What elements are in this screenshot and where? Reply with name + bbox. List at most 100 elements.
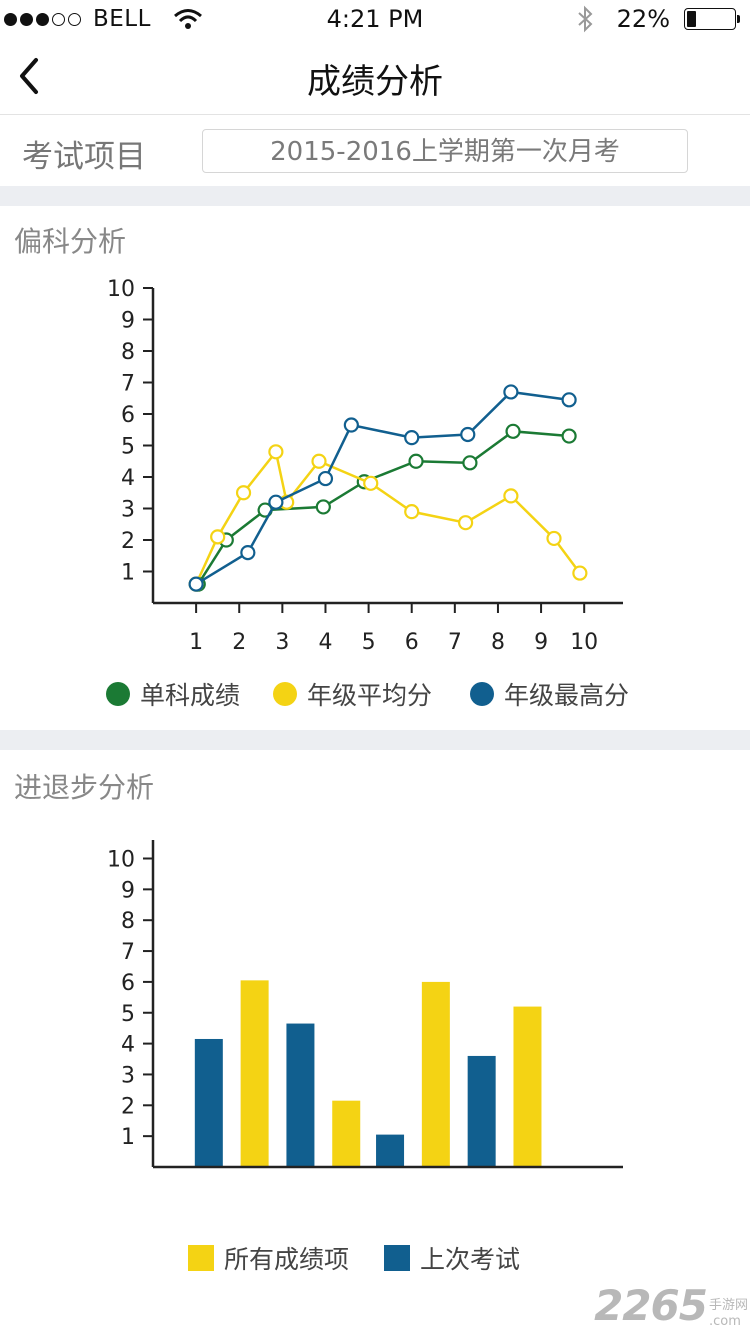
y-tick-label: 4 (121, 1033, 135, 1058)
y-tick-label: 6 (121, 403, 135, 428)
data-point (546, 530, 562, 547)
data-point (268, 494, 284, 510)
section-divider (0, 730, 750, 750)
series-line (194, 448, 581, 585)
section-title-subject-analysis: 偏科分析 (14, 225, 127, 258)
wifi-icon (173, 9, 202, 29)
legend-item-last-exam: 上次考试 (384, 1240, 520, 1276)
x-tick-label: 7 (448, 630, 462, 655)
bar (513, 1006, 542, 1167)
status-bar: BELL 4:21 PM 22% (0, 0, 750, 40)
legend-item-grade-highest: 年级最高分 (470, 676, 629, 712)
bar (421, 981, 450, 1167)
bar-chart: 1 2 3 4 5 6 7 8 9 10 (107, 840, 623, 1169)
data-point (561, 392, 577, 408)
x-tick-label: 9 (534, 630, 548, 655)
data-point (458, 515, 474, 531)
data-point (268, 444, 284, 460)
y-tick-label: 3 (121, 1063, 135, 1088)
data-point (572, 565, 588, 581)
x-tick-label: 1 (189, 630, 203, 655)
series-line (197, 430, 570, 585)
y-tick-label: 1 (121, 1125, 135, 1150)
data-point (317, 470, 334, 487)
y-tick-label: 8 (121, 340, 135, 365)
y-tick-label: 10 (107, 848, 135, 873)
page-title: 成绩分析 (307, 62, 443, 102)
data-point (315, 499, 331, 515)
legend-swatch (384, 1245, 410, 1271)
y-tick-label: 2 (121, 529, 135, 554)
signal-strength-icon (4, 12, 81, 26)
exam-selector-row: 考试项目 2015-2016上学期第一次月考 (0, 115, 750, 187)
x-tick-label: 2 (232, 630, 246, 655)
exam-select[interactable]: 2015-2016上学期第一次月考 (202, 129, 688, 173)
x-tick-label: 10 (570, 630, 598, 655)
legend-label: 单科成绩 (140, 681, 241, 710)
navigation-bar: 成绩分析 (0, 40, 750, 115)
y-tick-label: 9 (121, 309, 135, 334)
x-tick-label: 6 (405, 630, 419, 655)
y-tick-label: 8 (121, 909, 135, 934)
legend-swatch (273, 682, 297, 706)
x-tick-label: 4 (318, 630, 332, 655)
x-tick-label: 3 (275, 630, 289, 655)
data-point (311, 453, 327, 469)
data-point (363, 475, 379, 491)
data-point (240, 545, 256, 561)
status-time: 4:21 PM (326, 5, 424, 33)
legend-label: 年级最高分 (504, 681, 630, 710)
watermark-logo: 2265 手游网 .com (594, 1281, 748, 1330)
y-tick-label: 5 (121, 435, 135, 460)
data-point (404, 504, 420, 520)
data-point (343, 417, 359, 433)
data-point (505, 423, 521, 439)
bar-chart-legend: 所有成绩项 上次考试 (0, 1240, 750, 1280)
exam-label: 考试项目 (22, 139, 146, 175)
line-chart: 1 2 3 4 5 6 7 8 9 10 1 2 3 4 5 6 7 8 9 10 (107, 277, 623, 655)
y-tick-label: 5 (121, 1002, 135, 1027)
line-chart-legend: 单科成绩 年级平均分 年级最高分 (0, 676, 750, 716)
chevron-left-icon[interactable] (14, 54, 54, 98)
y-tick-label: 4 (121, 466, 135, 491)
watermark-domain: .com (708, 1314, 741, 1329)
watermark-cn: 手游网 (708, 1298, 748, 1313)
bar (332, 1100, 361, 1167)
section-divider (0, 186, 750, 206)
y-tick-label: 2 (121, 1094, 135, 1119)
carrier-name: BELL (93, 6, 151, 32)
y-tick-label: 6 (121, 971, 135, 996)
legend-item-single-score: 单科成绩 (106, 676, 240, 712)
legend-swatch (470, 682, 494, 706)
data-point (561, 428, 577, 444)
data-point (503, 384, 519, 400)
y-tick-label: 7 (121, 372, 135, 397)
x-tick-label: 8 (491, 630, 505, 655)
data-point (210, 529, 226, 545)
y-tick-label: 1 (121, 561, 135, 586)
section-title-progress-analysis: 进退步分析 (14, 771, 155, 804)
legend-swatch (188, 1245, 214, 1271)
legend-swatch (106, 682, 130, 706)
bar (286, 1023, 315, 1167)
legend-item-grade-average: 年级平均分 (273, 676, 432, 712)
legend-label: 年级平均分 (307, 681, 433, 710)
watermark-number: 2265 (594, 1281, 708, 1330)
legend-label: 所有成绩项 (224, 1245, 350, 1274)
y-tick-label: 3 (121, 498, 135, 523)
data-point (235, 485, 252, 501)
data-point (460, 426, 476, 443)
legend-item-all-scores: 所有成绩项 (188, 1240, 349, 1276)
y-tick-label: 9 (121, 878, 135, 903)
bar (194, 1038, 223, 1167)
legend-label: 上次考试 (420, 1245, 521, 1274)
battery-icon (684, 8, 740, 30)
data-point (408, 453, 424, 469)
battery-percent: 22% (616, 5, 670, 33)
y-tick-label: 7 (121, 940, 135, 965)
data-point (503, 488, 519, 504)
bluetooth-icon (577, 5, 593, 33)
y-tick-label: 10 (107, 277, 135, 302)
bar (240, 980, 269, 1167)
data-point (404, 430, 420, 446)
